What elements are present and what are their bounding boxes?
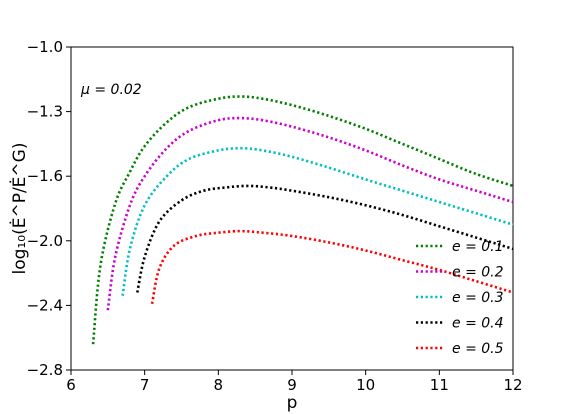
series-line-2 [106,116,514,311]
y-tick-label: −2.8 [27,361,63,379]
x-tick-label: 10 [356,376,375,394]
x-tick-label: 9 [287,376,297,394]
x-tick-label: 6 [66,376,76,394]
legend-label-2: e = 0.2 [452,265,504,281]
y-axis-label: log₁₀(Ė^P/Ė^G) [9,143,30,275]
y-tick-label: −1.6 [27,167,63,185]
x-axis: 6 7 8 9 10 11 12 [66,370,523,394]
y-axis: −1.0 −1.3 −1.6 −2.0 −2.4 −2.8 [27,38,71,379]
legend-label-3: e = 0.3 [452,290,504,306]
y-tick-label: −1.0 [27,38,63,56]
y-tick-label: −2.0 [27,232,63,250]
series-line-5 [150,229,514,305]
mu-annotation: μ = 0.02 [80,82,142,98]
legend: e = 0.1 e = 0.2 e = 0.3 e = 0.4 e = 0.5 [416,239,504,357]
legend-label-5: e = 0.5 [452,341,504,357]
y-tick-label: −1.3 [27,103,63,121]
series-line-1 [91,95,514,345]
x-tick-label: 7 [140,376,150,394]
legend-label-4: e = 0.4 [452,316,504,332]
x-tick-label: 12 [503,376,522,394]
series-layer [91,95,514,345]
y-tick-label: −2.4 [27,296,63,314]
x-axis-label: p [287,393,298,413]
legend-label-1: e = 0.1 [452,239,504,255]
x-tick-label: 11 [430,376,449,394]
x-tick-label: 8 [214,376,224,394]
